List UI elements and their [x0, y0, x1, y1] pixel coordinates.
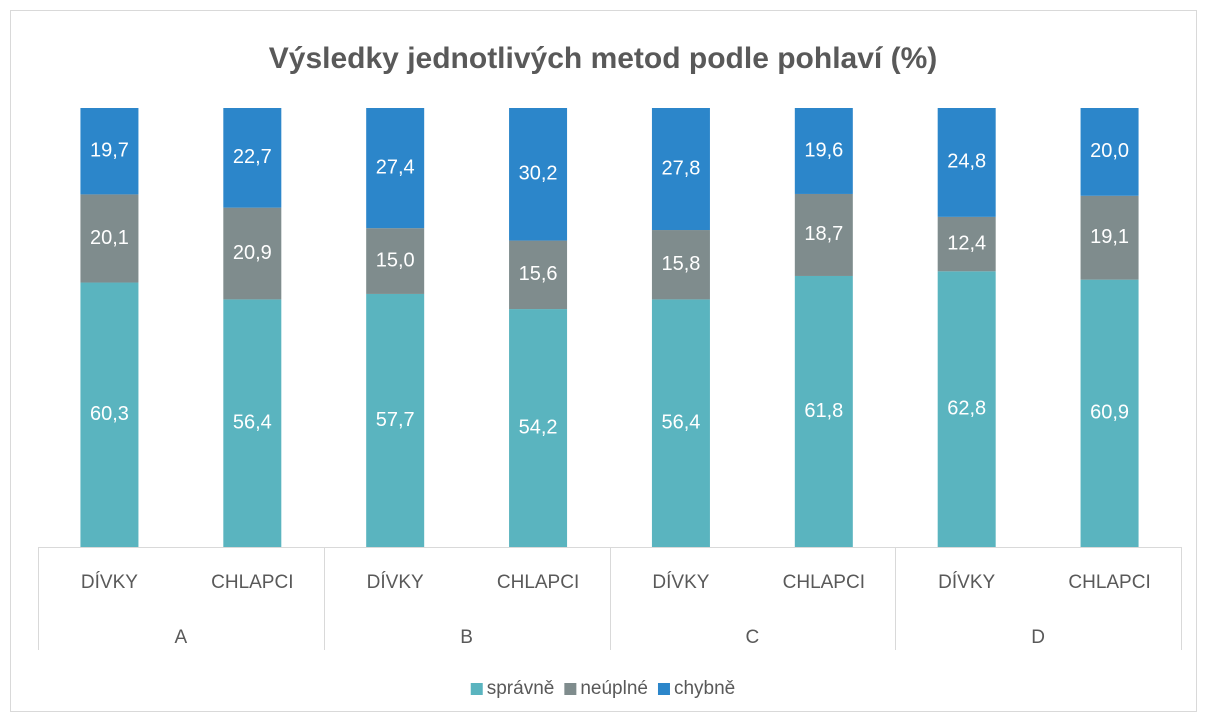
bar-segment	[366, 293, 425, 547]
bar-segment	[651, 230, 710, 300]
bar-segment	[366, 108, 425, 229]
data-label: 56,4	[233, 411, 272, 433]
x-tick-label: DÍVKY	[367, 572, 424, 593]
data-label: 27,4	[376, 156, 415, 178]
x-tick-label: CHLAPCI	[1068, 572, 1150, 593]
bar-segment	[366, 228, 425, 294]
bar-segment	[80, 194, 139, 283]
data-label: 27,8	[661, 157, 700, 179]
group-label: A	[175, 627, 188, 648]
bar-segment	[509, 108, 568, 241]
data-label: 12,4	[947, 232, 986, 254]
bar-segment	[794, 275, 853, 547]
group-label: C	[746, 627, 760, 648]
data-label: 15,0	[376, 249, 415, 271]
chart-title: Výsledky jednotlivých metod podle pohlav…	[269, 42, 937, 75]
bar-segment	[937, 216, 996, 272]
bar-segment	[223, 299, 282, 547]
data-label: 30,2	[519, 163, 558, 185]
bar-segment	[794, 193, 853, 276]
x-tick-label: DÍVKY	[938, 572, 995, 593]
bar-segment	[937, 108, 996, 217]
data-label: 18,7	[804, 223, 843, 245]
x-tick-label: DÍVKY	[652, 572, 709, 593]
bar-segment	[651, 299, 710, 547]
data-label: 20,9	[233, 242, 272, 264]
bar-segment	[80, 108, 139, 195]
bar-segment	[794, 108, 853, 194]
data-label: 56,4	[661, 411, 700, 433]
bar-segment	[1080, 279, 1139, 547]
data-label: 62,8	[947, 397, 986, 419]
group-label: D	[1031, 627, 1045, 648]
data-label: 60,3	[90, 403, 129, 425]
bar-segment	[937, 271, 996, 547]
legend-swatch	[470, 683, 483, 695]
data-label: 54,2	[519, 416, 558, 438]
x-tick-label: DÍVKY	[81, 572, 138, 593]
group-label: B	[460, 627, 473, 648]
legend-label: správně	[487, 678, 555, 699]
data-label: 57,7	[376, 409, 415, 431]
data-label: 19,1	[1090, 226, 1129, 248]
data-label: 61,8	[804, 400, 843, 422]
data-label: 19,6	[804, 139, 843, 161]
data-label: 24,8	[947, 151, 986, 173]
bar-segment	[223, 108, 282, 208]
data-label: 20,0	[1090, 140, 1129, 162]
legend-label: chybně	[674, 678, 735, 699]
bar-segment	[509, 240, 568, 310]
bar-segment	[651, 108, 710, 231]
bar-segment	[223, 207, 282, 300]
x-tick-label: CHLAPCI	[783, 572, 865, 593]
data-label: 15,8	[661, 253, 700, 275]
data-label: 20,1	[90, 227, 129, 249]
data-label: 19,7	[90, 139, 129, 161]
bar-segment	[1080, 108, 1139, 196]
legend-label: neúplné	[580, 678, 648, 699]
x-tick-label: CHLAPCI	[497, 572, 579, 593]
bar-segment	[509, 309, 568, 547]
bar-segment	[80, 282, 139, 547]
x-tick-label: CHLAPCI	[211, 572, 293, 593]
chart-border	[10, 10, 1197, 712]
legend-swatch	[564, 683, 577, 695]
data-label: 60,9	[1090, 402, 1129, 424]
bar-segment	[1080, 195, 1139, 280]
data-label: 15,6	[519, 263, 558, 285]
legend-swatch	[657, 683, 670, 695]
data-label: 22,7	[233, 146, 272, 168]
